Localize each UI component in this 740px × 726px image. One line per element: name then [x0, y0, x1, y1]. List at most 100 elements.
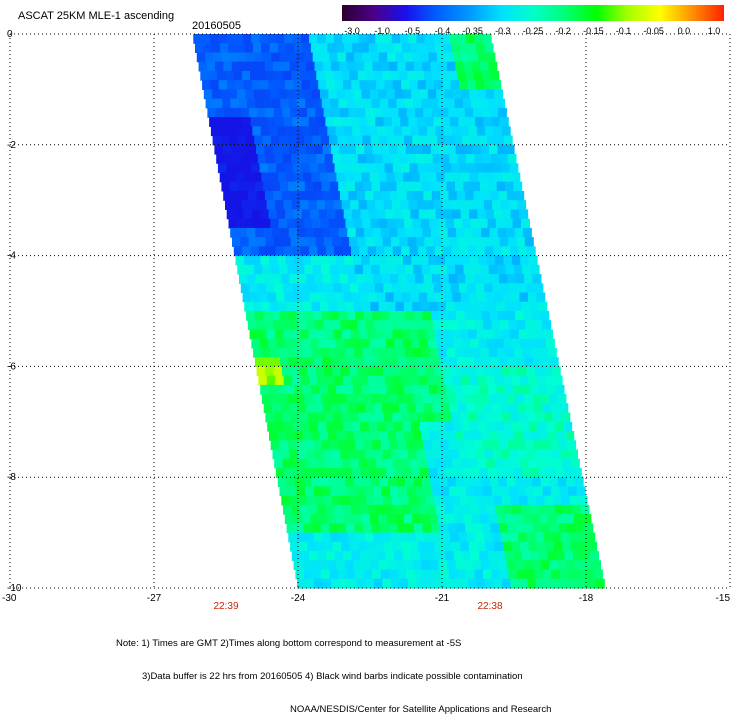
swath-cell — [278, 218, 288, 229]
swath-cell — [313, 357, 323, 367]
swath-cell — [382, 320, 392, 330]
swath-cell — [459, 412, 469, 423]
swath-cell — [490, 440, 500, 451]
swath-cell — [196, 52, 206, 63]
swath-cell — [503, 255, 513, 266]
swath-cell — [302, 126, 312, 137]
swath-cell — [369, 89, 379, 100]
swath-cell — [460, 541, 470, 552]
swath-cell — [312, 264, 322, 275]
swath-cell — [378, 52, 388, 63]
swath-cell — [422, 394, 432, 404]
swath-cell — [357, 449, 367, 460]
swath-cell — [367, 117, 376, 127]
swath-cell — [367, 458, 377, 469]
swath-cell — [288, 227, 298, 238]
swath-cell — [551, 366, 561, 377]
swath-cell — [532, 560, 542, 571]
swath-cell — [297, 274, 307, 284]
swath-cell — [328, 477, 338, 487]
swath-cell — [481, 107, 491, 118]
swath-cell — [549, 560, 559, 571]
swath-cell — [498, 311, 508, 321]
swath-cell — [479, 468, 489, 478]
swath-cell — [341, 154, 350, 164]
swath-cell — [353, 431, 363, 441]
swath-cell — [326, 163, 336, 174]
swath-cell — [473, 440, 483, 451]
swath-cell — [360, 338, 370, 349]
swath-cell — [248, 61, 258, 72]
swath-cell — [378, 514, 388, 524]
swath-cell — [510, 412, 520, 423]
swath-cell — [426, 43, 436, 53]
swath-cell — [422, 227, 432, 238]
swath-cell — [543, 532, 553, 543]
swath-cell — [259, 338, 269, 349]
swath-cell — [229, 135, 239, 146]
swath-cell — [380, 569, 390, 580]
swath-cell — [290, 191, 299, 201]
swath-cell — [317, 375, 327, 386]
swath-cell — [522, 431, 532, 441]
swath-cell — [440, 357, 450, 367]
swath-cell — [235, 255, 245, 266]
swath-cell — [382, 578, 392, 589]
swath-cell — [477, 458, 487, 469]
swath-cell — [289, 403, 298, 414]
swath-cell — [491, 237, 501, 247]
swath-cell — [335, 468, 345, 478]
swath-cell — [361, 560, 371, 571]
swath-cell — [444, 292, 453, 303]
swath-cell — [479, 384, 489, 395]
swath-cell — [276, 468, 286, 478]
swath-cell — [248, 191, 258, 201]
swath-cell — [364, 357, 374, 367]
swath-cell — [280, 98, 290, 109]
swath-cell — [352, 338, 362, 349]
swath-cell — [264, 191, 274, 201]
swath-cell — [270, 440, 280, 451]
swath-cell — [282, 107, 291, 118]
color-scale-label: -0.15 — [583, 26, 604, 36]
swath-cell — [297, 403, 307, 414]
swath-cell — [336, 89, 346, 100]
swath-cell — [306, 274, 316, 284]
swath-cell — [483, 486, 493, 497]
swath-cell — [316, 412, 326, 423]
swath-cell — [359, 80, 369, 90]
swath-cell — [476, 412, 486, 423]
swath-cell — [466, 34, 476, 44]
swath-cell — [301, 292, 311, 303]
swath-cell — [270, 347, 279, 358]
swath-cell — [303, 523, 313, 534]
swath-cell — [366, 366, 376, 377]
swath-cell — [315, 191, 324, 201]
color-scale-labels: -3.0 -1.0 -0.5 -0.4 -0.35 -0.3 -0.25 -0.2 -0.15-… — [320, 26, 740, 38]
swath-cell — [374, 449, 384, 460]
swath-cell — [294, 172, 304, 183]
swath-cell — [305, 403, 315, 414]
swath-cell — [368, 126, 378, 137]
swath-cell — [408, 117, 418, 127]
swath-cell — [343, 209, 353, 220]
swath-cell — [458, 200, 468, 210]
swath-cell — [320, 569, 330, 580]
swath-cell — [346, 311, 356, 321]
swath-cell — [416, 366, 426, 377]
swath-cell — [517, 200, 527, 210]
swath-cell — [341, 412, 351, 423]
swath-cell — [454, 468, 464, 478]
swath-cell — [503, 458, 513, 469]
swath-cell — [556, 514, 566, 524]
swath-cell — [288, 532, 298, 543]
swath-cell — [428, 135, 438, 146]
swath-cell — [410, 504, 420, 515]
x-tick-label: -15 — [716, 593, 731, 604]
swath-cell — [237, 264, 247, 275]
swath-cell — [451, 43, 461, 53]
swath-cell — [508, 200, 518, 210]
swath-cell — [345, 135, 355, 146]
swath-cell — [504, 468, 514, 478]
swath-cell — [471, 468, 481, 478]
